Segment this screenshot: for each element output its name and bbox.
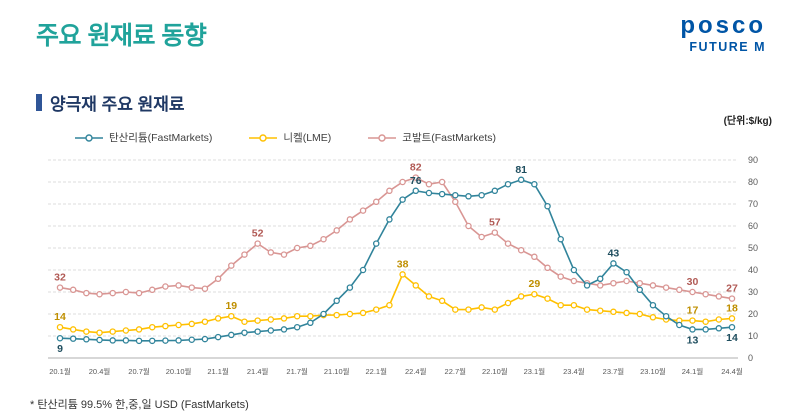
- section-header: 양극재 주요 원재료: [36, 90, 185, 115]
- svg-text:29: 29: [529, 278, 541, 290]
- logo-posco: posco: [680, 12, 766, 39]
- legend-label: 코발트(FastMarkets): [402, 132, 497, 144]
- svg-text:14: 14: [54, 311, 66, 323]
- svg-text:20.1월: 20.1월: [49, 366, 71, 376]
- svg-text:20.10월: 20.10월: [166, 366, 192, 376]
- legend-item: 코발트(FastMarkets): [367, 130, 496, 145]
- svg-text:18: 18: [726, 302, 738, 314]
- svg-text:57: 57: [489, 217, 501, 229]
- chart-legend: 탄산리튬(FastMarkets) 니켈(LME) 코발트(FastMarkets): [70, 130, 500, 145]
- svg-text:10: 10: [748, 331, 758, 341]
- svg-text:22.7월: 22.7월: [445, 366, 467, 376]
- section-title: 양극재 주요 원재료: [50, 95, 185, 114]
- legend-marker: [249, 133, 278, 142]
- svg-text:32: 32: [54, 272, 66, 284]
- svg-text:21.4월: 21.4월: [247, 366, 269, 376]
- svg-text:90: 90: [748, 155, 758, 165]
- svg-text:52: 52: [252, 228, 264, 240]
- svg-text:20.4월: 20.4월: [89, 366, 111, 376]
- svg-text:30: 30: [687, 276, 699, 288]
- svg-text:0: 0: [748, 353, 753, 363]
- legend-item: 니켈(LME): [248, 130, 331, 145]
- svg-text:23.4월: 23.4월: [563, 366, 585, 376]
- svg-text:23.7월: 23.7월: [603, 366, 625, 376]
- svg-text:50: 50: [748, 243, 758, 253]
- footnote: * 탄산리튬 99.5% 한,중,일 USD (FastMarkets): [30, 399, 249, 411]
- svg-text:23.10월: 23.10월: [640, 366, 666, 376]
- line-chart: 0 10 20 30 40 50 60 70 80 90 20.1월 20.4월 20.7월 20.10월…: [48, 155, 758, 376]
- svg-text:21.10월: 21.10월: [324, 366, 350, 376]
- svg-text:13: 13: [687, 334, 699, 346]
- svg-text:21.7월: 21.7월: [286, 366, 308, 376]
- legend-label: 탄산리튬(FastMarkets): [108, 132, 213, 144]
- svg-text:76: 76: [410, 175, 422, 187]
- legend-label: 니켈(LME): [283, 132, 332, 144]
- svg-text:80: 80: [748, 177, 758, 187]
- svg-text:23.1월: 23.1월: [524, 366, 546, 376]
- legend-item: 탄산리튬(FastMarkets): [74, 130, 212, 145]
- svg-text:20.7월: 20.7월: [128, 366, 150, 376]
- svg-text:40: 40: [748, 265, 758, 275]
- svg-text:22.4월: 22.4월: [405, 366, 427, 376]
- svg-text:70: 70: [748, 199, 758, 209]
- posco-future-m-logo: posco FUTURE M: [680, 14, 766, 54]
- svg-text:60: 60: [748, 221, 758, 231]
- svg-text:81: 81: [515, 164, 527, 176]
- section-bullet: [36, 94, 42, 111]
- svg-text:22.1월: 22.1월: [365, 366, 387, 376]
- svg-text:19: 19: [225, 300, 237, 312]
- unit-label: (단위:$/kg): [723, 116, 772, 127]
- svg-text:82: 82: [410, 162, 422, 174]
- svg-text:21.1월: 21.1월: [207, 366, 229, 376]
- logo-future-m: FUTURE M: [689, 40, 766, 54]
- svg-text:43: 43: [608, 247, 620, 259]
- svg-text:22.10월: 22.10월: [482, 366, 508, 376]
- legend-marker: [74, 133, 103, 142]
- page-title: 주요 원재료 동향: [36, 22, 207, 50]
- svg-text:20: 20: [748, 309, 758, 319]
- svg-text:27: 27: [726, 283, 738, 295]
- svg-text:14: 14: [726, 332, 738, 344]
- svg-text:30: 30: [748, 287, 758, 297]
- svg-text:38: 38: [397, 258, 409, 270]
- svg-text:24.1월: 24.1월: [682, 366, 704, 376]
- svg-text:9: 9: [57, 343, 63, 355]
- svg-text:24.4월: 24.4월: [721, 366, 743, 376]
- svg-text:17: 17: [687, 305, 699, 317]
- legend-marker: [368, 133, 397, 142]
